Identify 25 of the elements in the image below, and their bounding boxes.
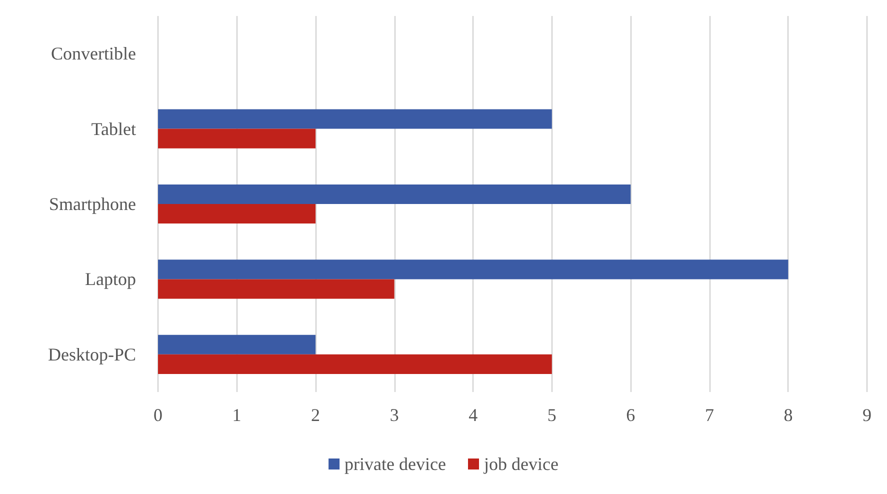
x-tick-label: 8	[784, 405, 793, 425]
x-tick-label: 5	[547, 405, 556, 425]
y-tick-label: Convertible	[51, 44, 136, 64]
y-tick-label: Desktop-PC	[48, 344, 136, 364]
bar	[158, 260, 788, 280]
x-tick-label: 7	[704, 405, 714, 425]
x-tick-label: 4	[468, 405, 478, 425]
legend-label: private device	[344, 454, 446, 474]
x-tick-label: 3	[390, 405, 399, 425]
x-tick-label: 6	[626, 405, 636, 425]
bar	[158, 184, 631, 204]
x-tick-label: 2	[311, 405, 320, 425]
x-tick-label: 9	[862, 405, 872, 425]
bar	[158, 354, 552, 374]
legend-label: job device	[482, 454, 558, 474]
x-tick-label: 0	[154, 405, 162, 425]
bar	[158, 128, 316, 148]
x-tick-label: 1	[232, 405, 242, 425]
y-tick-label: Smartphone	[49, 194, 136, 214]
bar	[158, 204, 316, 224]
bar	[158, 109, 552, 129]
bar	[158, 279, 394, 299]
y-tick-label: Laptop	[85, 269, 136, 290]
y-tick-label: Tablet	[91, 118, 136, 139]
bar	[158, 334, 316, 354]
